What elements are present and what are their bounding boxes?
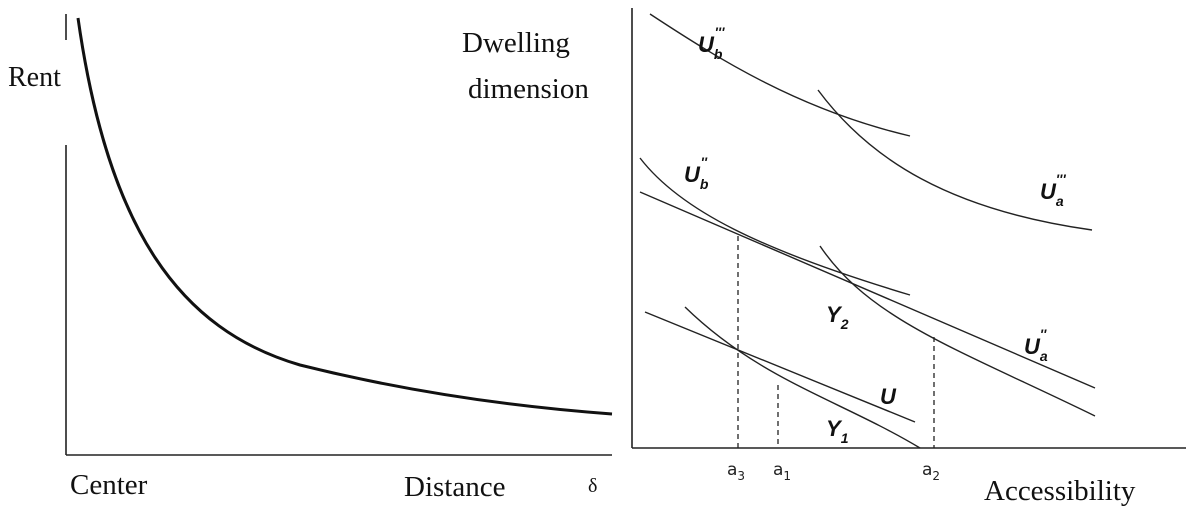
y1-label: Y1 xyxy=(826,416,849,446)
ub-double-prime-curve xyxy=(639,157,911,296)
rent-axis-label: Rent xyxy=(8,62,61,93)
ua-double-prime-curve xyxy=(819,245,1096,417)
ub-triple-prime-curve xyxy=(649,13,911,137)
ua-triple-prime-label: Ua''' xyxy=(1040,171,1066,209)
y2-budget-line xyxy=(639,191,1096,389)
y2-label: Y2 xyxy=(826,302,849,332)
ua-double-prime-label: Ua'' xyxy=(1024,326,1048,364)
ub-double-prime-label: Ub'' xyxy=(684,154,709,192)
u-indifference-curve xyxy=(644,311,916,423)
tick-a3: a3 xyxy=(727,460,745,483)
u-label: U xyxy=(880,384,897,409)
tick-a1: a1 xyxy=(773,460,791,483)
accessibility-axis-label: Accessibility xyxy=(984,475,1136,507)
dwelling-accessibility-panel: Dwelling dimension Accessibility a3 a1 a… xyxy=(462,8,1186,507)
y1-budget-line xyxy=(684,306,921,449)
dwelling-axis-label-line2: dimension xyxy=(468,73,589,105)
ub-triple-prime-label: Ub''' xyxy=(698,24,725,62)
rent-distance-panel: Rent Center Distance δ xyxy=(8,14,613,503)
distance-axis-label: Distance xyxy=(404,471,505,503)
center-label: Center xyxy=(70,469,148,501)
delta-symbol: δ xyxy=(588,475,597,497)
ua-triple-prime-curve xyxy=(817,89,1093,231)
tick-a2: a2 xyxy=(922,460,940,483)
rent-gradient-curve xyxy=(76,17,613,416)
dwelling-axis-label-line1: Dwelling xyxy=(462,27,570,59)
